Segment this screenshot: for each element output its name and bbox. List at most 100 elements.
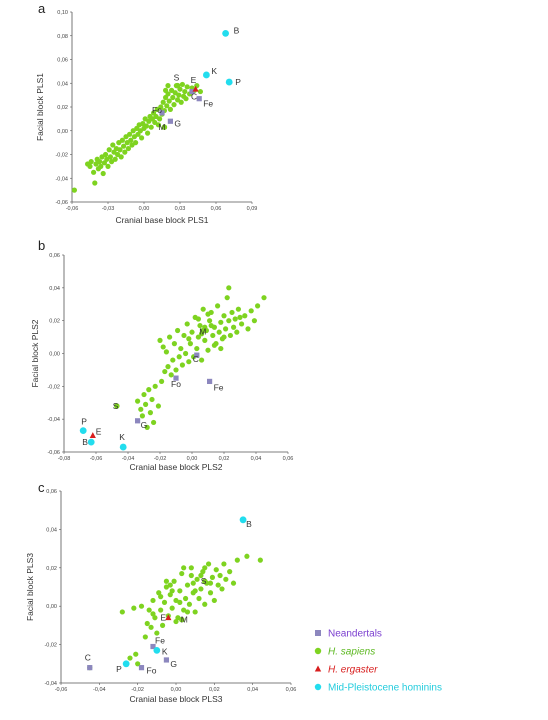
sapiens-point [169,605,175,611]
midpleistocene-point [87,438,95,446]
sapiens-point [221,561,227,567]
sapiens-point [218,319,224,325]
sapiens-point [159,622,166,629]
y-tick-label: 0,06 [57,58,68,64]
sapiens-point [173,597,179,604]
sapiens-point [97,159,103,165]
x-tick-label: -0,04 [93,687,106,693]
sapiens-point [205,347,211,353]
sapiens-point [165,364,171,370]
sapiens-point [226,285,232,291]
sapiens-point [149,396,155,403]
specimen-label: C [193,354,199,364]
sapiens-point [181,565,187,571]
sapiens-point [198,572,204,579]
sapiens-point [147,410,153,416]
x-tick-label: -0,03 [102,206,115,212]
y-tick-label: 0,08 [57,34,68,40]
sapiens-point [158,594,164,600]
x-tick-label: -0,08 [58,456,71,462]
y-tick-label: 0,00 [46,604,57,610]
sapiens-point [181,607,187,613]
legend-label: Neandertals [328,629,382,640]
sapiens-point [171,578,177,584]
sapiens-point [143,123,149,129]
neandertal-point [163,657,170,663]
sapiens-point [139,413,145,419]
sapiens-point [227,332,233,339]
specimen-label: Fe [203,99,213,109]
neandertal-point [150,643,156,650]
specimen-label: B [82,437,88,447]
sapiens-point [127,131,133,137]
sapiens-point [219,586,225,592]
x-axis-label: Cranial base block PLS1 [115,215,208,225]
sapiens-point [169,588,175,594]
specimen-label: P [116,664,122,674]
sapiens-labeled-point [200,327,206,334]
midpleistocene-point [122,660,130,668]
sapiens-point [232,316,238,322]
sapiens-point [184,609,191,615]
sapiens-point [197,88,203,95]
sapiens-point [164,103,170,109]
midpleistocene-point [203,71,210,79]
sapiens-point [202,565,208,571]
specimen-label: Fo [171,379,181,389]
y-tick-label: 0,02 [49,319,60,325]
neandertal-point [173,375,179,381]
sapiens-point [150,597,156,604]
ergaster-point [89,432,96,438]
neandertal-point [207,378,213,385]
sapiens-point [205,561,212,567]
sapiens-point [145,130,151,136]
sapiens-point [176,92,182,98]
specimen-label: B [234,25,240,35]
sapiens-point [194,345,200,352]
sapiens-point [103,151,109,158]
specimen-label: K [211,66,217,76]
x-tick-label: 0,00 [139,206,150,212]
sapiens-point [209,574,216,581]
sapiens-point [87,163,93,169]
x-tick-label: -0,02 [131,687,144,693]
specimen-label: P [81,417,87,427]
sapiens-point [92,180,98,186]
x-axis-label: Cranial base block PLS2 [129,462,222,472]
sapiens-point [148,624,154,630]
sapiens-point [211,597,217,604]
sapiens-point [88,159,94,165]
sapiens-point [216,329,222,335]
sapiens-point [202,601,208,607]
sapiens-point [251,318,257,324]
sapiens-point [119,137,125,143]
sapiens-point [223,576,229,582]
sapiens-point [100,170,106,177]
sapiens-point [173,618,179,625]
sapiens-point [177,599,183,605]
x-tick-label: 0,03 [175,206,186,212]
sapiens-point [127,655,133,661]
specimen-label: E [96,427,102,437]
sapiens-point [182,88,188,95]
sapiens-point [133,651,139,657]
x-tick-label: 0,09 [247,206,258,212]
sapiens-point [196,595,202,602]
specimen-label: C [191,92,197,102]
sapiens-point [158,607,164,613]
sapiens-labeled-point [178,616,185,623]
sapiens-point [139,135,145,141]
sapiens-point [188,565,194,571]
sapiens-point [105,163,111,169]
sapiens-point [159,378,165,385]
sapiens-point [186,601,193,607]
sapiens-point [157,116,163,122]
y-tick-label: 0,04 [46,527,57,533]
neandertal-point [196,96,202,102]
x-tick-label: -0,04 [122,456,135,462]
sapiens-point [199,357,205,363]
specimen-label: G [170,659,177,669]
sapiens-point [155,403,161,409]
sapiens-point [141,391,147,398]
sapiens-point [162,368,168,375]
